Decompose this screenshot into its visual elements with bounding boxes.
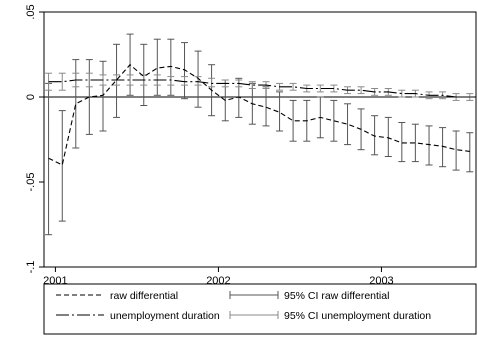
ci-whisker-dur-20 — [316, 84, 324, 93]
ci-whisker-dur-15 — [248, 81, 256, 89]
ci-whisker-raw-25 — [384, 116, 392, 157]
y-tick-label: -.1 — [25, 261, 37, 274]
ci-whisker-raw-29 — [439, 127, 447, 168]
plot-frame — [43, 11, 477, 268]
ci-whisker-dur-26 — [398, 89, 406, 98]
ci-whisker-raw-10 — [181, 42, 189, 100]
ci-whisker-dur-18 — [289, 82, 297, 91]
legend-item-dur: unemployment duration — [56, 310, 220, 322]
ci-whisker-dur-10 — [181, 76, 189, 86]
y-tick-label: -.05 — [25, 173, 37, 192]
ci-whisker-dur-23 — [357, 86, 365, 95]
legend-item-dur_ci: 95% CI unemployment duration — [229, 310, 431, 322]
legend-box — [43, 283, 477, 335]
ci-whisker-dur-3 — [85, 72, 93, 88]
ci-whisker-raw-3 — [85, 59, 93, 135]
legend-label: 95% CI raw differential — [284, 290, 389, 302]
ci-whisker-raw-26 — [398, 122, 406, 163]
legend-item-raw: raw differential — [56, 290, 178, 302]
ci-whisker-raw-30 — [452, 130, 460, 171]
ci-whisker-raw-18 — [289, 99, 297, 142]
ci-whisker-raw-24 — [371, 115, 379, 156]
ci-whisker-raw-17 — [276, 91, 284, 132]
ci-whisker-dur-6 — [126, 74, 134, 86]
y-tick-label: .05 — [25, 4, 37, 19]
ci-whisker-dur-12 — [208, 77, 216, 88]
legend: raw differential 95% CI raw differential u… — [43, 283, 477, 335]
series-line-dur — [48, 79, 470, 98]
ci-whisker-raw-8 — [153, 38, 161, 96]
ci-whisker-raw-27 — [411, 123, 419, 163]
ci-whisker-raw-1 — [58, 110, 66, 222]
ci-whisker-raw-9 — [167, 38, 175, 96]
legend-label: raw differential — [110, 290, 178, 302]
ci-whisker-raw-22 — [344, 103, 352, 146]
legend-label: unemployment duration — [110, 310, 220, 322]
y-tick-label: 0 — [25, 94, 37, 100]
legend-item-raw_ci: 95% CI raw differential — [229, 290, 389, 302]
ci-whisker-raw-4 — [99, 60, 107, 132]
ci-whisker-raw-28 — [425, 125, 433, 166]
series-line-raw — [48, 63, 470, 166]
ci-whisker-dur-9 — [167, 76, 175, 86]
plot-area — [44, 33, 476, 236]
ci-whisker-dur-1 — [58, 72, 66, 91]
ci-whisker-raw-31 — [466, 132, 474, 173]
legend-label: 95% CI unemployment duration — [284, 310, 431, 322]
ci-whisker-raw-21 — [330, 99, 338, 142]
